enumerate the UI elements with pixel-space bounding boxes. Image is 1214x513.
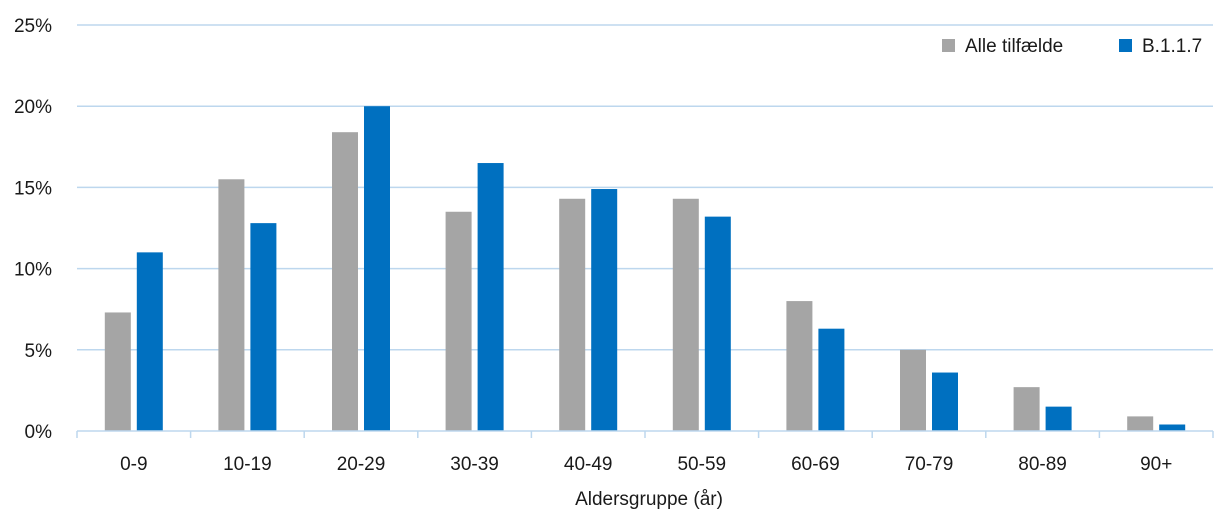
bar-b117 — [591, 189, 618, 431]
legend-label-alle-tilfaelde: Alle tilfælde — [965, 36, 1063, 57]
bar-alle-tilfaelde — [1013, 387, 1040, 431]
x-tick-label: 10-19 — [223, 454, 272, 475]
bar-b117 — [932, 372, 958, 431]
bar-b117 — [250, 223, 277, 431]
legend-label-b117: B.1.1.7 — [1142, 36, 1202, 57]
bar-b117 — [818, 328, 845, 431]
y-axis: 0% 5% 10% 15% 20% 25% — [14, 16, 52, 443]
gridlines — [77, 24, 1213, 351]
y-tick-label: 5% — [25, 341, 53, 362]
bar-alle-tilfaelde — [1127, 416, 1154, 431]
bar-b117 — [1045, 406, 1072, 431]
bar-b117 — [704, 216, 731, 431]
legend: Alle tilfælde B.1.1.7 — [942, 36, 1202, 57]
x-tick-label: 0-9 — [120, 454, 147, 475]
y-tick-label: 20% — [14, 97, 52, 118]
x-tick-label: 30-39 — [450, 454, 499, 475]
bar-b117 — [1159, 424, 1186, 431]
bar-alle-tilfaelde — [786, 301, 813, 431]
bar-b117 — [364, 106, 390, 431]
x-tick-label: 40-49 — [564, 454, 613, 475]
legend-swatch-alle-tilfaelde — [942, 39, 955, 52]
bar-alle-tilfaelde — [104, 312, 131, 431]
y-tick-label: 0% — [25, 422, 53, 443]
x-tick-label: 50-59 — [677, 454, 726, 475]
y-tick-label: 25% — [14, 16, 52, 37]
x-tick-label: 90+ — [1140, 454, 1172, 475]
x-axis: 0-9 10-19 20-29 30-39 40-49 50-59 60-69 70-79 80… — [76, 430, 1214, 475]
y-tick-label: 10% — [14, 260, 52, 281]
y-tick-label: 15% — [14, 178, 52, 199]
bar-alle-tilfaelde — [445, 211, 472, 431]
x-axis-title: Aldersgruppe (år) — [575, 489, 723, 510]
bar-alle-tilfaelde — [672, 198, 699, 431]
x-tick-label: 60-69 — [791, 454, 840, 475]
x-tick-label: 20-29 — [337, 454, 386, 475]
bar-b117 — [136, 252, 163, 431]
legend-swatch-b117 — [1119, 39, 1132, 52]
bar-alle-tilfaelde — [559, 198, 586, 431]
bar-alle-tilfaelde — [900, 349, 926, 431]
bar-alle-tilfaelde — [332, 132, 358, 431]
bars — [104, 106, 1186, 432]
x-tick-label: 70-79 — [905, 454, 954, 475]
x-tick-label: 80-89 — [1018, 454, 1067, 475]
bar-b117 — [477, 163, 504, 432]
bar-alle-tilfaelde — [218, 179, 245, 431]
